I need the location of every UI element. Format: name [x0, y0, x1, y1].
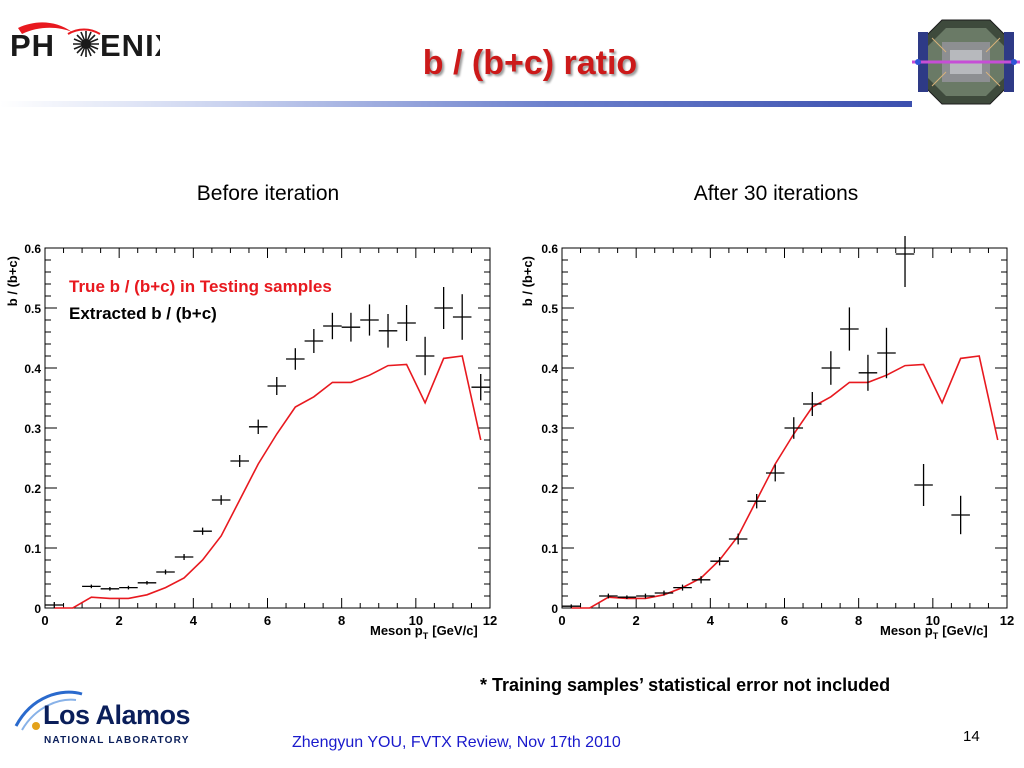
extracted-point	[765, 464, 785, 482]
extracted-point	[914, 464, 933, 506]
extracted-point	[617, 595, 637, 599]
legend-extracted-label: Extracted b / (b+c)	[69, 304, 217, 323]
y-tick-label: 0	[551, 602, 558, 616]
footer-text: Zhengyun YOU, FVTX Review, Nov 17th 2010	[292, 734, 621, 751]
plot-before-iteration: b / (b+c) 0 2 4 6 8 10 12 0 0.1 0.2 0.3 0.4 0.5 0.6 M…	[5, 242, 497, 641]
x-axis-label: Meson pT [GeV/c]	[370, 623, 478, 641]
extracted-point	[156, 569, 175, 575]
plot-frame	[44, 247, 491, 609]
extracted-point	[654, 590, 674, 596]
x-tick-label: 8	[855, 613, 862, 628]
extracted-point	[636, 593, 655, 599]
y-axis-label: b / (b+c)	[520, 256, 535, 306]
y-tick-label: 0	[34, 602, 41, 616]
extracted-point	[710, 557, 729, 566]
x-tick-label: 2	[116, 613, 123, 628]
extracted-point	[45, 602, 64, 608]
y-tick-label: 0.2	[24, 482, 41, 496]
extracted-point	[803, 392, 822, 416]
true-ratio-line	[571, 355, 999, 609]
x-tick-label: 0	[558, 613, 565, 628]
y-tick-label: 0.5	[24, 302, 41, 316]
extracted-point	[100, 587, 120, 591]
y-tick-label: 0.4	[24, 362, 41, 376]
extracted-point	[673, 584, 692, 591]
lanl-logo-icon	[14, 690, 83, 731]
slide-title: b / (b+c) ratio	[422, 44, 638, 82]
extracted-point	[895, 236, 915, 287]
detector-image	[912, 12, 1020, 110]
extracted-point	[951, 495, 970, 535]
extracted-point	[821, 351, 841, 385]
legend-true-label: True b / (b+c) in Testing samples	[69, 277, 332, 296]
x-tick-label: 2	[633, 613, 640, 628]
y-tick-label: 0.1	[541, 542, 558, 556]
y-tick-label: 0.3	[24, 422, 41, 436]
x-axis-label: Meson pT [GeV/c]	[880, 623, 988, 641]
x-tick-label: 8	[338, 613, 345, 628]
x-tick-label: 4	[190, 613, 198, 628]
extracted-point	[877, 327, 896, 379]
extracted-point	[728, 533, 748, 545]
extracted-point	[562, 604, 581, 608]
extracted-point	[341, 312, 361, 342]
panel-title-right: After 30 iterations	[693, 182, 859, 205]
panel-title-left: Before iteration	[196, 182, 340, 205]
x-tick-label: 12	[483, 613, 497, 628]
extracted-point	[304, 329, 324, 353]
extracted-point	[360, 304, 379, 336]
footnote: * Training samples’ statistical error no…	[480, 675, 891, 695]
x-tick-label: 6	[781, 613, 788, 628]
extracted-point	[452, 294, 472, 340]
extracted-point	[784, 417, 804, 439]
extracted-point	[211, 495, 231, 505]
y-tick-label: 0.4	[541, 362, 558, 376]
extracted-point	[858, 354, 878, 391]
extracted-point	[323, 312, 342, 340]
y-tick-label: 0.6	[541, 242, 558, 256]
y-tick-label: 0.3	[541, 422, 558, 436]
extracted-point	[378, 314, 398, 348]
extracted-point	[397, 305, 416, 341]
x-tick-label: 10	[409, 613, 423, 628]
extracted-point	[174, 554, 194, 560]
x-tick-label: 4	[707, 613, 715, 628]
extracted-point	[193, 527, 212, 535]
x-tick-label: 12	[1000, 613, 1014, 628]
x-tick-label: 0	[41, 613, 48, 628]
y-tick-label: 0.5	[541, 302, 558, 316]
y-axis-label: b / (b+c)	[5, 256, 20, 306]
lanl-name: Los Alamos	[43, 700, 191, 730]
header-divider	[0, 101, 915, 107]
extracted-point	[119, 585, 138, 590]
extracted-point	[434, 287, 453, 329]
logo-text-left: PH	[10, 28, 55, 62]
lanl-subtitle: NATIONAL LABORATORY	[44, 735, 190, 746]
extracted-point	[267, 377, 287, 395]
extracted-point	[471, 374, 490, 401]
extracted-point	[230, 455, 249, 467]
extracted-point	[137, 581, 157, 585]
extracted-point	[840, 307, 859, 351]
y-tick-label: 0.2	[541, 482, 558, 496]
phenix-sunburst-icon	[73, 31, 99, 57]
extracted-point	[747, 494, 766, 509]
phenix-flame-icon	[18, 22, 101, 35]
x-tick-label: 10	[926, 613, 940, 628]
extracted-point	[691, 576, 711, 584]
x-tick-label: 6	[264, 613, 271, 628]
y-tick-label: 0.1	[24, 542, 41, 556]
extracted-point	[286, 348, 305, 370]
y-tick-label: 0.6	[24, 242, 41, 256]
extracted-point	[82, 584, 101, 589]
extracted-point	[415, 336, 435, 376]
extracted-point	[599, 593, 618, 599]
phenix-logo: PH ENIX	[10, 22, 160, 62]
true-ratio-line	[54, 355, 482, 609]
logo-text-right: ENIX	[100, 28, 160, 62]
plot-after-iterations: b / (b+c) 0 2 4 6 8 10 12 0 0.1 0.2 0.3 0.4 0.5 0.6 M…	[520, 236, 1014, 641]
page-number: 14	[963, 728, 980, 745]
extracted-point	[248, 419, 268, 434]
